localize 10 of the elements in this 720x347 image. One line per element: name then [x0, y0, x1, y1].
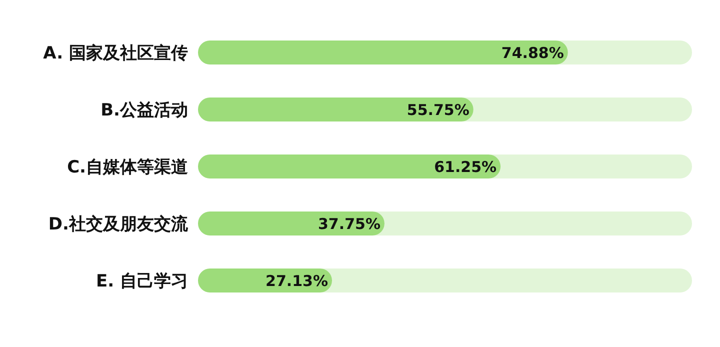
y-tick-label: D.社交及朋友交流: [48, 214, 189, 234]
y-tick-label: A. 国家及社区宣传: [43, 44, 188, 64]
data-label: 55.75%: [406, 101, 470, 119]
y-tick-label: C.自媒体等渠道: [67, 158, 188, 178]
y-tick-label: B.公益活动: [100, 100, 188, 120]
data-label: 61.25%: [434, 158, 497, 176]
data-label: 74.88%: [501, 44, 564, 62]
data-label: 37.75%: [318, 215, 380, 233]
y-tick-label: E. 自己学习: [96, 272, 188, 292]
data-label: 27.13%: [266, 272, 328, 290]
